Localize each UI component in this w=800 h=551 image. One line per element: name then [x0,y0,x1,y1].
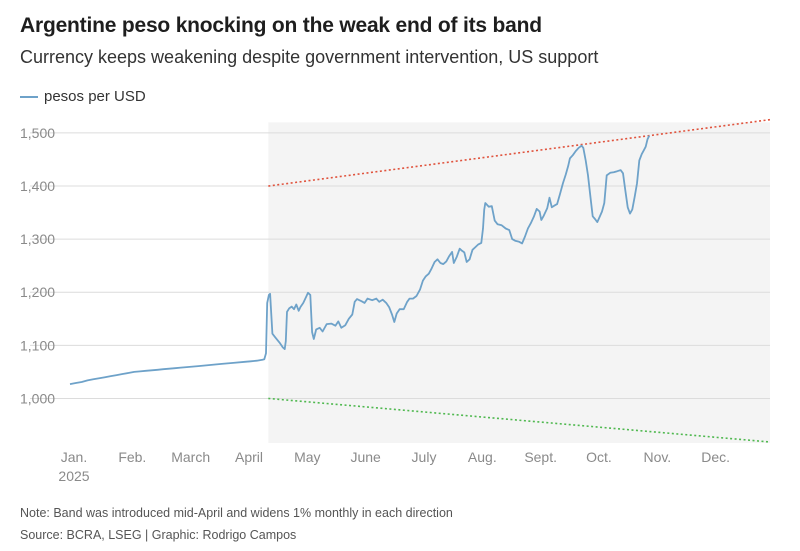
y-tick-label-1500: 1,500 [20,125,55,141]
source-credit: Source: BCRA, LSEG | Graphic: Rodrigo Ca… [20,528,297,542]
band-shading [268,122,770,443]
x-tick-label-oct: Oct. [586,449,612,465]
y-tick-label-1300: 1,300 [20,231,55,247]
x-tick-label-july: July [412,449,437,465]
chart-title: Argentine peso knocking on the weak end … [20,14,542,37]
band-upper-line [268,118,771,187]
legend-label: pesos per USD [44,88,146,105]
x-tick-label-april: April [235,449,263,465]
chart-subtitle: Currency keeps weakening despite governm… [20,47,599,67]
x-tick-label-aug: Aug. [468,449,497,465]
y-tick-label-1200: 1,200 [20,284,55,300]
x-tick-label-june: June [350,449,381,465]
x-tick-label-may: May [294,449,320,465]
x-tick-sublabel-year: 2025 [58,468,89,484]
footnote: Note: Band was introduced mid-April and … [20,506,453,520]
y-tick-label-1000: 1,000 [20,390,55,406]
y-tick-label-1400: 1,400 [20,178,55,194]
y-tick-label-1100: 1,100 [20,337,55,353]
x-tick-label-dec: Dec. [701,449,730,465]
x-tick-label-sept: Sept. [524,449,557,465]
x-tick-label-march: March [171,449,210,465]
series-line-pesos-per-usd [69,135,651,385]
x-tick-label-jan: Jan. [61,449,87,465]
x-tick-label-nov: Nov. [643,449,671,465]
legend: pesos per USD [20,88,146,105]
legend-swatch [20,95,38,98]
x-tick-label-feb: Feb. [118,449,146,465]
band-lower-line [268,397,771,443]
